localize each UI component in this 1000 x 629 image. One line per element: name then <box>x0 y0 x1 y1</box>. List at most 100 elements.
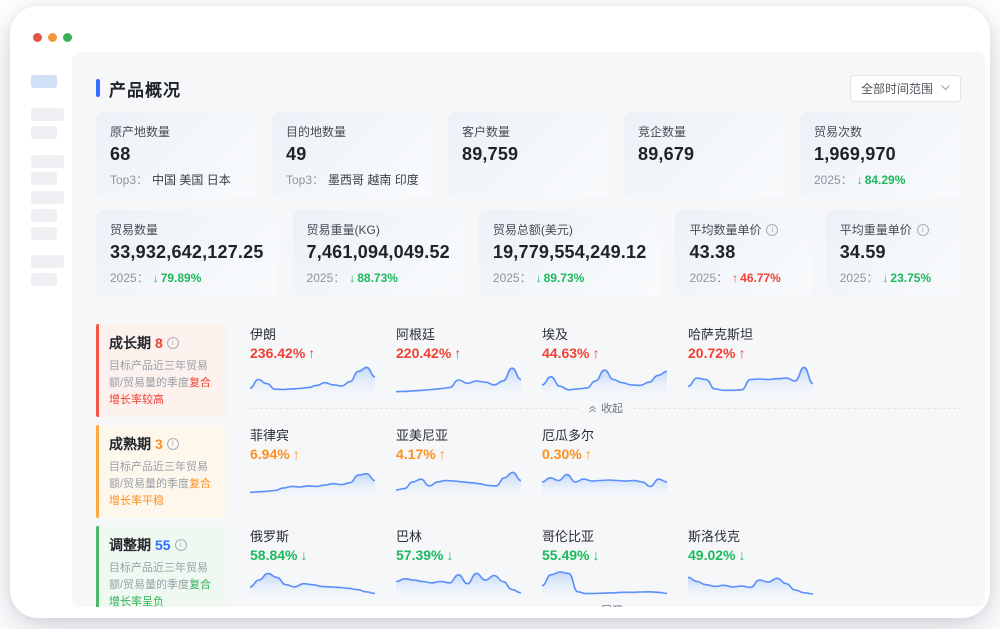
stat-sub: 2025： ↓ 79.89% <box>110 269 264 286</box>
stage-count: 8 <box>155 335 163 351</box>
country-growth-rate: 58.84% ↓ <box>250 547 380 563</box>
country-growth-rate: 49.02% ↓ <box>688 547 818 563</box>
stat-value: 43.38 <box>689 242 736 262</box>
stat-label: 竞企数量 <box>638 125 687 139</box>
country-chart[interactable]: 斯洛伐克 49.02% ↓ <box>688 526 818 598</box>
country-growth-rate: 44.63% ↑ <box>542 345 672 361</box>
country-chart[interactable]: 哈萨克斯坦 20.72% ↑ <box>688 324 818 395</box>
country-chart[interactable]: 菲律宾 6.94% ↑ <box>250 425 380 497</box>
time-range-select[interactable]: 全部时间范围 <box>849 74 961 102</box>
trend-arrow-icon: ↓ <box>349 270 356 285</box>
sidebar-item[interactable] <box>31 255 64 268</box>
growth-percent: 220.42% <box>396 345 452 361</box>
stat-card: 平均重量单价 i 34.59 2025： ↓ 23.75% <box>825 210 961 296</box>
country-chart[interactable]: 俄罗斯 58.84% ↓ <box>250 526 380 598</box>
trend-percent: 46.77% <box>740 270 781 285</box>
stat-trend: ↓ 79.89% <box>153 271 202 285</box>
info-icon[interactable]: i <box>766 223 779 236</box>
stat-value: 89,679 <box>638 144 695 164</box>
country-growth-rate: 6.94% ↑ <box>250 446 380 462</box>
stage-name: 成熟期 <box>109 436 151 453</box>
trend-percent: 88.73% <box>357 270 398 285</box>
fold-divider: 展开 <box>250 601 961 607</box>
growth-percent: 236.42% <box>250 345 306 361</box>
sidebar-item[interactable] <box>31 227 57 240</box>
sparkline-chart <box>250 572 375 598</box>
sidebar-item[interactable] <box>31 126 57 139</box>
stat-label: 贸易重量(KG) <box>306 223 380 237</box>
sparkline-chart <box>250 473 375 497</box>
trend-percent: 79.89% <box>160 270 202 285</box>
stage-name: 成长期 <box>109 335 151 351</box>
stat-value: 7,461,094,049.52 <box>306 242 450 262</box>
info-icon[interactable]: i <box>166 438 179 451</box>
country-chart[interactable]: 埃及 44.63% ↑ <box>542 324 672 395</box>
stat-label: 原产地数量 <box>110 125 171 139</box>
stat-trend: ↓ 23.75% <box>882 271 931 285</box>
close-window-button[interactable] <box>33 33 42 42</box>
collapse-toggle[interactable]: 收起 <box>588 400 623 416</box>
stage-name: 调整期 <box>109 537 151 554</box>
stat-value: 49 <box>286 144 307 164</box>
stage-row-growth: 成长期 8 i 目标产品近三年贸易额/贸易量的季度复合增长率较高 伊朗 <box>96 324 961 418</box>
country-chart[interactable]: 亚美尼亚 4.17% ↑ <box>396 425 526 497</box>
info-icon[interactable]: i <box>166 337 179 349</box>
sidebar-item[interactable] <box>31 108 64 121</box>
trend-arrow-icon: ↑ <box>592 345 600 361</box>
trend-arrow-icon: ↑ <box>438 446 446 463</box>
country-chart[interactable]: 伊朗 236.42% ↑ <box>250 324 380 395</box>
trend-arrow-icon: ↓ <box>738 547 746 564</box>
double-chevron-up-icon <box>589 405 596 412</box>
trend-percent: 84.29% <box>864 172 906 187</box>
stage-label-growth: 成长期 8 i 目标产品近三年贸易额/贸易量的季度复合增长率较高 <box>96 324 226 418</box>
country-chart[interactable]: 巴林 57.39% ↓ <box>396 526 526 598</box>
country-name: 亚美尼亚 <box>396 428 449 444</box>
stat-sub-prefix: 2025： <box>306 271 346 285</box>
sidebar-item[interactable] <box>31 155 64 168</box>
stat-sub-prefix: Top3： <box>110 173 149 187</box>
trend-arrow-icon: ↑ <box>308 345 316 361</box>
sidebar-item[interactable] <box>31 209 57 222</box>
info-icon[interactable]: i <box>174 539 187 552</box>
expand-toggle[interactable]: 展开 <box>588 602 623 607</box>
stage-row-mature: 成熟期 3 i 目标产品近三年贸易额/贸易量的季度复合增长率平稳 菲律宾 <box>96 425 961 519</box>
trend-arrow-icon: ↓ <box>856 172 863 187</box>
page-title: 产品概况 <box>109 80 181 100</box>
maximize-window-button[interactable] <box>63 33 72 42</box>
lifecycle-stages: 成长期 8 i 目标产品近三年贸易额/贸易量的季度复合增长率较高 伊朗 <box>96 324 961 607</box>
country-chart[interactable]: 厄瓜多尔 0.30% ↑ <box>542 425 672 497</box>
stage-label-mature: 成熟期 3 i 目标产品近三年贸易额/贸易量的季度复合增长率平稳 <box>96 425 226 519</box>
fold-label: 展开 <box>601 602 623 607</box>
info-icon[interactable]: i <box>916 223 929 236</box>
stat-trend: ↓ 84.29% <box>857 173 906 187</box>
country-chart[interactable]: 阿根廷 220.42% ↑ <box>396 324 526 395</box>
country-name: 哥伦比亚 <box>542 529 595 545</box>
sparkline-chart <box>542 571 667 598</box>
trend-arrow-icon: ↑ <box>732 270 739 285</box>
stat-sub: 2025： ↓ 89.73% <box>493 269 647 286</box>
sidebar-item[interactable] <box>31 273 57 286</box>
country-chart[interactable]: 哥伦比亚 55.49% ↓ <box>542 526 672 598</box>
growth-percent: 4.17% <box>396 446 436 463</box>
sidebar-item-active[interactable] <box>31 75 57 88</box>
growth-percent: 6.94% <box>250 446 290 463</box>
country-name: 斯洛伐克 <box>688 529 741 545</box>
country-growth-rate: 57.39% ↓ <box>396 547 526 563</box>
stat-sub-prefix: 2025： <box>814 173 853 187</box>
stats-row-2: 贸易数量 33,932,642,127.25 2025： ↓ 79.89% <box>96 210 961 296</box>
stage-count: 3 <box>155 436 163 453</box>
stage-description: 目标产品近三年贸易额/贸易量的季度复合增长率呈负 <box>109 560 216 607</box>
growth-percent: 49.02% <box>688 547 736 564</box>
sparkline-chart <box>396 572 521 598</box>
sidebar-item[interactable] <box>31 172 57 185</box>
window-controls <box>33 33 72 42</box>
stage-desc-highlight: 复合增长率较高 <box>109 377 212 407</box>
minimize-window-button[interactable] <box>48 33 57 42</box>
country-growth-rate: 0.30% ↑ <box>542 446 672 462</box>
sparkline-chart <box>688 576 813 598</box>
sidebar-item[interactable] <box>31 191 64 204</box>
trend-arrow-icon: ↓ <box>882 270 889 285</box>
growth-percent: 55.49% <box>542 547 590 564</box>
trend-percent: 89.73% <box>543 270 585 285</box>
app-window: 产品概况 全部时间范围 原产地数量 68 Top3： 中国 美国 日本 <box>10 6 990 618</box>
